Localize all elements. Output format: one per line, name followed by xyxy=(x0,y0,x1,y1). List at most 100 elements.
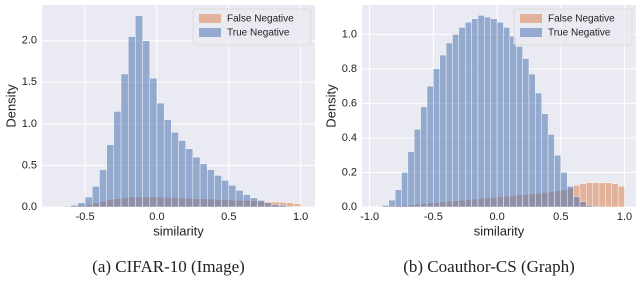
histogram-bar xyxy=(84,196,93,208)
histogram-bar xyxy=(235,190,244,208)
histogram-bar xyxy=(92,186,100,208)
x-tick-label: 1.0 xyxy=(293,211,308,223)
histogram-bar xyxy=(70,205,79,208)
histogram-bar xyxy=(388,199,396,208)
histogram-bar xyxy=(445,42,453,208)
histogram-bar xyxy=(605,182,612,208)
caption: (a) CIFAR-10 (Image) xyxy=(92,257,245,276)
histogram-bar xyxy=(149,77,158,208)
histogram-bar xyxy=(490,18,498,208)
y-tick-label: 0.0 xyxy=(22,201,37,213)
legend-label: True Negative xyxy=(227,28,290,39)
histogram-bar xyxy=(586,182,593,208)
histogram-bar xyxy=(535,92,542,208)
caption: (b) Coauthor-CS (Graph) xyxy=(403,257,575,276)
histogram-bar xyxy=(579,201,587,208)
x-tick-label: 0.5 xyxy=(221,211,236,223)
y-axis-label: Density xyxy=(323,84,338,128)
histogram-bar xyxy=(271,204,280,208)
legend-swatch xyxy=(520,28,542,37)
legend-swatch xyxy=(520,14,542,23)
histogram-bar xyxy=(452,34,460,208)
histogram-bar xyxy=(192,156,201,208)
histogram-bar xyxy=(439,54,447,208)
histogram-bar xyxy=(278,205,287,208)
histogram-bar xyxy=(142,40,150,208)
histogram-bar xyxy=(484,16,491,208)
histogram-bar xyxy=(541,113,549,208)
histogram-bar xyxy=(503,27,511,208)
histogram-bar xyxy=(617,186,625,208)
histogram-bar xyxy=(560,172,568,208)
x-tick-label: 0.0 xyxy=(149,211,164,223)
y-tick-label: 0.5 xyxy=(22,159,37,171)
histogram-bar xyxy=(214,175,222,208)
legend-box xyxy=(192,8,312,46)
histogram-bar xyxy=(528,73,536,208)
legend-box xyxy=(513,8,633,46)
histogram-bar xyxy=(113,111,122,208)
histogram-bar xyxy=(509,35,517,208)
legend-swatch xyxy=(199,14,221,23)
histogram-bar xyxy=(458,27,466,208)
histogram-bar xyxy=(106,144,115,208)
histogram-bar xyxy=(171,131,179,208)
histogram-bar xyxy=(185,148,194,208)
x-tick-label: -0.5 xyxy=(424,211,443,223)
y-tick-label: 1.5 xyxy=(22,76,37,88)
histogram-bar xyxy=(250,197,258,208)
histogram-bar xyxy=(221,180,229,208)
y-tick-label: 0.6 xyxy=(342,97,357,109)
histogram-bar xyxy=(611,183,619,208)
histogram-bar xyxy=(156,102,165,208)
histogram-bar xyxy=(516,46,523,208)
histogram-bar xyxy=(554,155,562,208)
histogram-bar xyxy=(465,22,472,208)
y-tick-label: 0.4 xyxy=(342,132,357,144)
histogram-bar xyxy=(264,202,273,208)
histogram-bar xyxy=(286,205,294,208)
y-tick-label: 0.0 xyxy=(342,201,357,213)
y-tick-label: 1.0 xyxy=(342,28,357,40)
legend-label: True Negative xyxy=(548,28,611,39)
histogram-bar xyxy=(135,15,143,208)
y-tick-label: 1.0 xyxy=(22,118,37,130)
histogram-bar xyxy=(120,73,129,208)
x-axis-label: similarity xyxy=(153,223,204,238)
x-tick-label: -0.5 xyxy=(76,211,95,223)
histogram-bar xyxy=(566,186,574,208)
x-tick-label: 0.5 xyxy=(553,211,568,223)
histogram-bar xyxy=(99,169,107,208)
histogram-bar xyxy=(228,185,237,208)
histogram-bar xyxy=(426,85,434,208)
histogram-bar xyxy=(407,151,415,208)
histogram-bar xyxy=(433,68,440,208)
histogram-bar xyxy=(592,182,600,208)
histogram-bar xyxy=(471,18,479,208)
x-tick-label: 1.0 xyxy=(617,211,632,223)
legend-swatch xyxy=(199,28,221,37)
histogram-bar xyxy=(547,134,555,208)
x-tick-label: 0.0 xyxy=(489,211,504,223)
histogram-bar xyxy=(77,202,86,208)
histogram-bar xyxy=(420,106,428,208)
histogram-bar xyxy=(592,205,600,208)
x-axis-label: similarity xyxy=(474,223,525,238)
histogram-bar xyxy=(573,196,581,208)
histogram-bar xyxy=(598,182,606,208)
histogram-bar xyxy=(199,163,208,208)
histogram-bar xyxy=(163,119,172,208)
x-tick-label: -1.0 xyxy=(360,211,379,223)
histogram-bar xyxy=(401,172,409,208)
histogram-bar xyxy=(477,15,485,208)
histogram-bar xyxy=(382,205,389,208)
histogram-bar xyxy=(178,140,186,208)
histogram-bar xyxy=(242,194,251,208)
histogram-bar xyxy=(586,205,593,208)
histogram-bar xyxy=(414,129,421,208)
histogram-bar xyxy=(257,200,265,208)
y-tick-label: 2.0 xyxy=(22,35,37,47)
y-tick-label: 0.2 xyxy=(342,166,357,178)
histogram-bar xyxy=(394,189,402,208)
